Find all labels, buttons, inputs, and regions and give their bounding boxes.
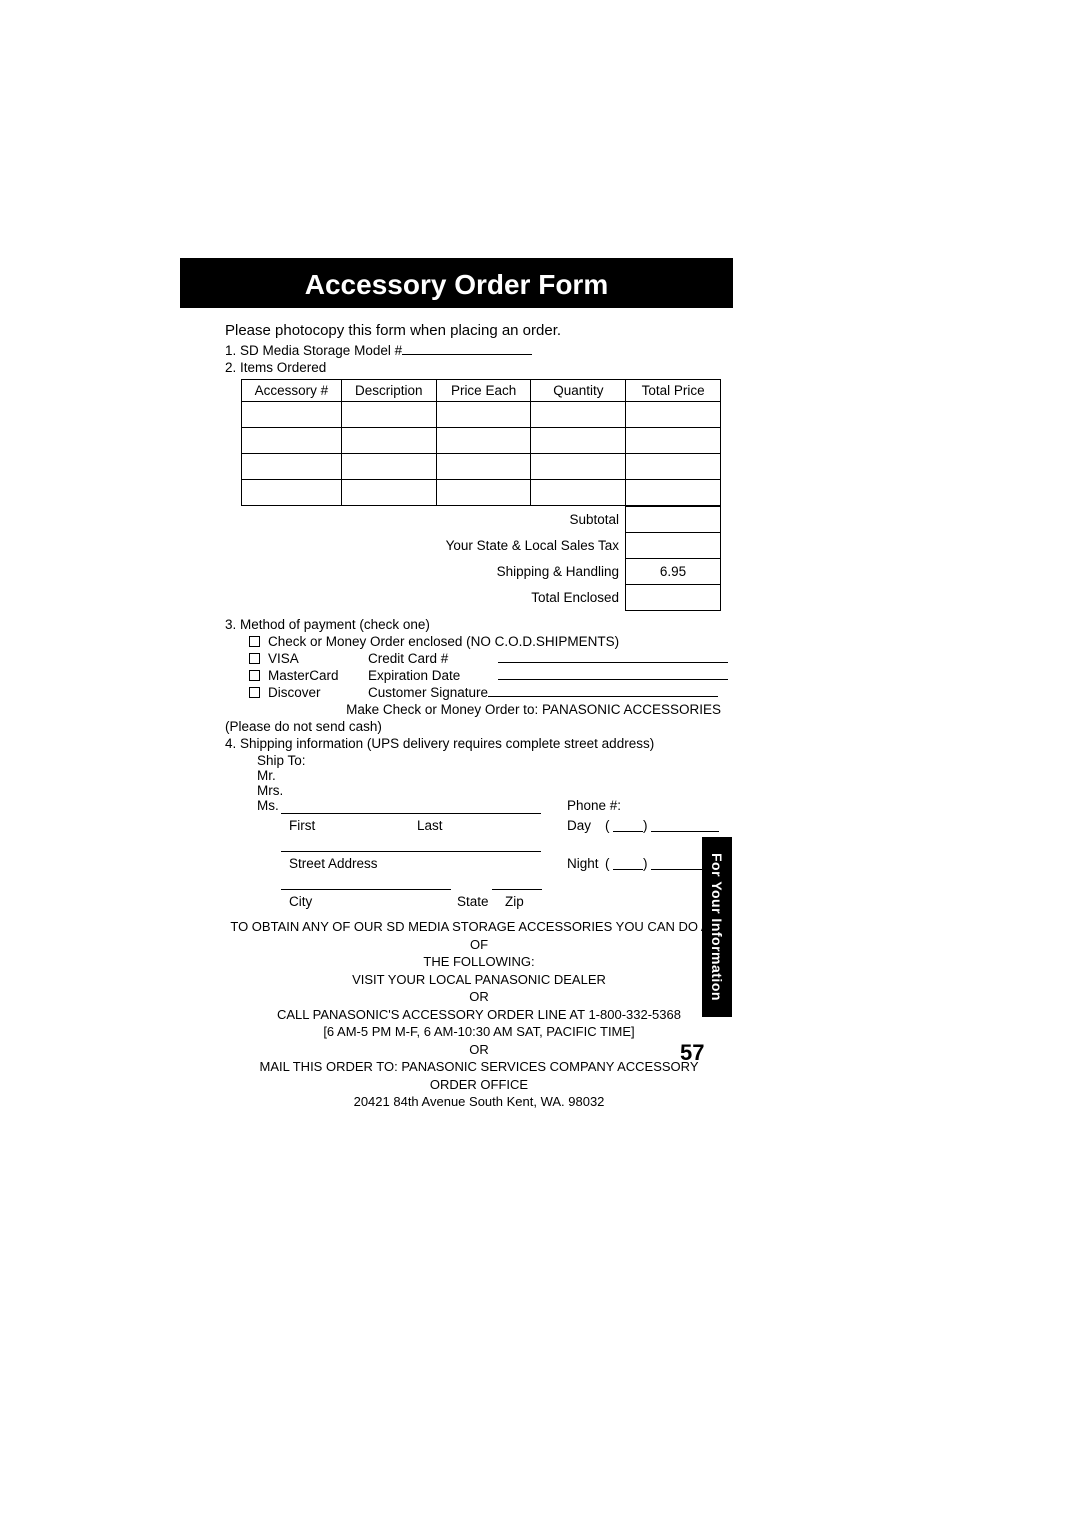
footer-l5: CALL PANASONIC'S ACCESSORY ORDER LINE AT…	[225, 1006, 733, 1024]
page-number: 57	[680, 1040, 704, 1066]
mr-label: Mr.	[257, 768, 733, 783]
last-label: Last	[417, 818, 443, 833]
table-row	[242, 454, 721, 480]
payment-method-label: 3. Method of payment (check one)	[225, 617, 733, 632]
total-enclosed-label: Total Enclosed	[241, 585, 626, 611]
items-table: Accessory # Description Price Each Quant…	[241, 379, 721, 506]
form-content: Please photocopy this form when placing …	[225, 316, 733, 1111]
checkbox-visa[interactable]	[249, 653, 260, 664]
page-title: Accessory Order Form	[180, 258, 733, 308]
table-row	[242, 428, 721, 454]
pay-visa-label: VISA	[268, 651, 368, 666]
subtotal-box[interactable]	[626, 507, 721, 533]
sig-field[interactable]	[488, 696, 718, 697]
footer-instructions: TO OBTAIN ANY OF OUR SD MEDIA STORAGE AC…	[225, 918, 733, 1111]
footer-l4: OR	[225, 988, 733, 1006]
footer-l7: OR	[225, 1041, 733, 1059]
state-label: State	[457, 894, 489, 909]
shipping-box: 6.95	[626, 559, 721, 585]
pay-disc-label: Discover	[268, 685, 368, 700]
exp-field[interactable]	[498, 679, 728, 680]
pay-visa-row: VISACredit Card #	[249, 651, 733, 666]
ms-label: Ms.	[257, 798, 279, 813]
footer-l1: TO OBTAIN ANY OF OUR SD MEDIA STORAGE AC…	[225, 918, 733, 953]
intro-text: Please photocopy this form when placing …	[225, 322, 733, 339]
zip-label: Zip	[505, 894, 524, 909]
pay-check-row: Check or Money Order enclosed (NO C.O.D.…	[249, 634, 733, 649]
model-line: 1. SD Media Storage Model #	[225, 343, 733, 358]
footer-l8: MAIL THIS ORDER TO: PANASONIC SERVICES C…	[225, 1058, 733, 1076]
items-ordered-label: 2. Items Ordered	[225, 360, 733, 375]
cc-field[interactable]	[498, 662, 728, 663]
col-description: Description	[341, 380, 436, 402]
checkbox-disc[interactable]	[249, 687, 260, 698]
city-label: City	[289, 894, 312, 909]
sig-label: Customer Signature	[368, 685, 488, 700]
street-field[interactable]	[281, 836, 541, 852]
street-label: Street Address	[289, 856, 378, 871]
footer-l6: [6 AM-5 PM M-F, 6 AM-10:30 AM SAT, PACIF…	[225, 1023, 733, 1041]
col-total-price: Total Price	[626, 380, 721, 402]
city-field[interactable]	[281, 874, 451, 890]
shipping-block: Ship To: Mr. Mrs. Ms. Phone #: First Las…	[257, 753, 733, 912]
no-cash-note: (Please do not send cash)	[225, 719, 733, 734]
night-area-field[interactable]	[613, 856, 643, 870]
col-price-each: Price Each	[436, 380, 531, 402]
shipping-info-label: 4. Shipping information (UPS delivery re…	[225, 736, 733, 751]
col-quantity: Quantity	[531, 380, 626, 402]
footer-l10: 20421 84th Avenue South Kent, WA. 98032	[225, 1093, 733, 1111]
footer-l3: VISIT YOUR LOCAL PANASONIC DEALER	[225, 971, 733, 989]
footer-l9: ORDER OFFICE	[225, 1076, 733, 1094]
first-label: First	[289, 818, 315, 833]
night-label: Night	[567, 856, 599, 871]
day-phone-field[interactable]	[651, 818, 719, 832]
pay-disc-row: DiscoverCustomer Signature	[249, 685, 733, 700]
col-accessory: Accessory #	[242, 380, 342, 402]
checkbox-mc[interactable]	[249, 670, 260, 681]
subtotal-label: Subtotal	[241, 507, 626, 533]
phone-label: Phone #:	[567, 798, 621, 813]
checkbox-check[interactable]	[249, 636, 260, 647]
day-label: Day	[567, 818, 591, 833]
tax-label: Your State & Local Sales Tax	[241, 533, 626, 559]
name-field[interactable]	[281, 798, 541, 814]
total-enclosed-box[interactable]	[626, 585, 721, 611]
zip-field[interactable]	[492, 874, 542, 890]
table-row	[242, 480, 721, 506]
model-label: 1. SD Media Storage Model #	[225, 343, 402, 358]
shipping-label: Shipping & Handling	[241, 559, 626, 585]
shipto-label: Ship To:	[257, 753, 733, 768]
model-field[interactable]	[402, 354, 532, 355]
side-tab-label: For Your Information	[702, 837, 732, 1017]
tax-box[interactable]	[626, 533, 721, 559]
table-header-row: Accessory # Description Price Each Quant…	[242, 380, 721, 402]
pay-mc-row: MasterCardExpiration Date	[249, 668, 733, 683]
cc-label: Credit Card #	[368, 651, 498, 666]
make-check-note: Make Check or Money Order to: PANASONIC …	[225, 702, 721, 717]
day-area-field[interactable]	[613, 818, 643, 832]
mrs-label: Mrs.	[257, 783, 733, 798]
totals-table: Subtotal Your State & Local Sales Tax Sh…	[241, 506, 721, 611]
pay-mc-label: MasterCard	[268, 668, 368, 683]
table-row	[242, 402, 721, 428]
pay-check-label: Check or Money Order enclosed (NO C.O.D.…	[268, 634, 619, 649]
footer-l2: THE FOLLOWING:	[225, 953, 733, 971]
exp-label: Expiration Date	[368, 668, 498, 683]
